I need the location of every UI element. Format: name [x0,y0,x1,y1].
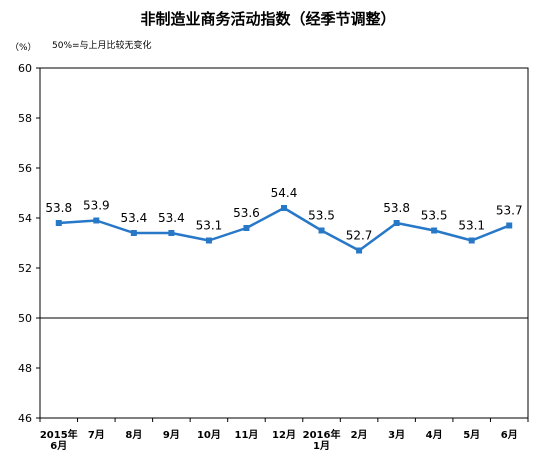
data-label: 53.4 [158,211,185,225]
data-label: 53.1 [196,219,223,233]
data-point [205,237,212,244]
x-tick-label: 7月 [88,429,105,441]
x-tick-label: 6月 [50,440,67,452]
data-point [506,222,513,229]
data-point [468,237,475,244]
y-tick-label: 60 [18,62,32,75]
y-tick-label: 48 [18,362,32,375]
x-tick-label: 2015年 [40,428,78,441]
data-point [130,230,137,236]
data-label: 53.1 [458,219,485,233]
data-point [281,205,287,211]
data-point [356,247,363,254]
data-point [93,217,100,224]
data-point [431,227,438,234]
x-tick-label: 8月 [125,429,142,441]
x-tick-label: 11月 [235,429,259,441]
chart-title: 非制造业商务活动指数（经季节调整） [140,10,395,28]
y-tick-label: 52 [18,262,32,275]
x-tick-label: 9月 [163,429,180,441]
y-tick-label: 58 [18,112,32,125]
x-tick-label: 3月 [388,429,405,441]
data-point [243,225,250,231]
data-label: 54.4 [271,186,298,200]
y-unit-label: （%） [10,42,37,53]
x-tick-label: 2月 [351,429,368,441]
y-tick-label: 46 [18,412,32,425]
x-tick-label: 2016年 [303,428,341,441]
plot-frame [39,67,529,419]
y-tick-label: 56 [18,162,32,175]
x-tick-label: 4月 [426,429,443,441]
annotation: 50%=与上月比较无变化 [52,39,152,51]
data-label: 53.9 [83,199,110,213]
y-tick-label: 50 [18,312,32,325]
data-point [55,220,62,226]
x-tick-label: 6月 [501,429,518,441]
data-label: 53.8 [383,201,410,215]
data-point [393,220,400,226]
x-tick-label: 10月 [197,429,221,441]
x-tick-label: 1月 [313,440,330,452]
data-label: 53.5 [308,209,335,223]
data-point [318,227,325,234]
data-label: 53.8 [45,201,72,215]
x-tick-label: 12月 [272,429,296,441]
data-label: 53.5 [421,209,448,223]
data-label: 53.4 [120,211,147,225]
data-point [168,230,175,236]
x-tick-label: 5月 [463,429,480,441]
y-tick-label: 54 [18,212,32,225]
data-label: 52.7 [346,229,373,243]
data-label: 53.7 [496,204,523,218]
data-label: 53.6 [233,206,260,220]
